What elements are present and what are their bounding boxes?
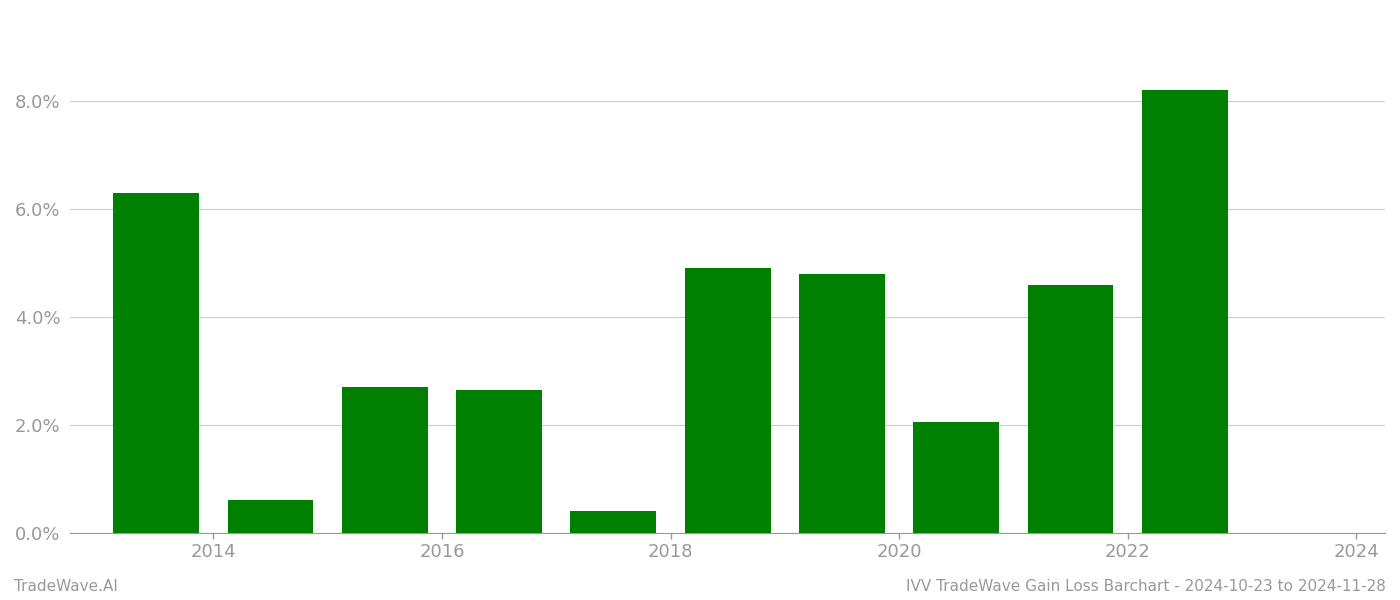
- Bar: [685, 268, 770, 533]
- Bar: [456, 390, 542, 533]
- Bar: [913, 422, 1000, 533]
- Bar: [570, 511, 657, 533]
- Bar: [1142, 91, 1228, 533]
- Bar: [1028, 284, 1113, 533]
- Text: TradeWave.AI: TradeWave.AI: [14, 579, 118, 594]
- Bar: [113, 193, 199, 533]
- Text: IVV TradeWave Gain Loss Barchart - 2024-10-23 to 2024-11-28: IVV TradeWave Gain Loss Barchart - 2024-…: [906, 579, 1386, 594]
- Bar: [799, 274, 885, 533]
- Bar: [228, 500, 314, 533]
- Bar: [342, 387, 427, 533]
